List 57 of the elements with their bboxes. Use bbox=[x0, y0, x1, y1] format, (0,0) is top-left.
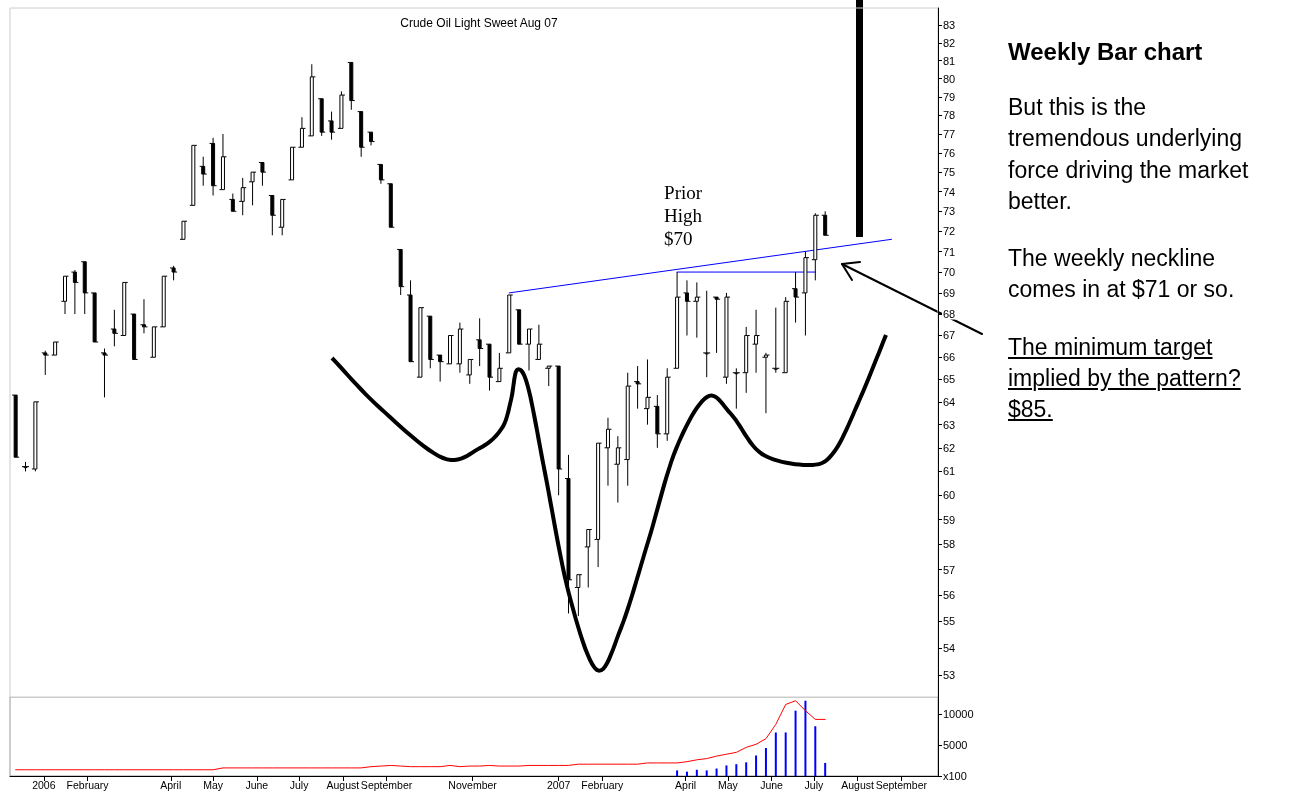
x-tick-label: 2007 bbox=[546, 778, 571, 791]
x-tick-label: September bbox=[360, 778, 413, 791]
y-tick-label: 63 bbox=[943, 418, 956, 431]
x-tick-label: April bbox=[160, 778, 182, 791]
text: Crude Oil Light Sweet Aug 07 bbox=[400, 16, 559, 30]
y-tick-label: 58 bbox=[943, 538, 956, 551]
y-tick-label: 53 bbox=[943, 668, 956, 681]
y-tick-label: 56 bbox=[943, 589, 956, 602]
text: The weekly neckline comes in at $71 or so. bbox=[1008, 244, 1236, 305]
y-tick-label: 61 bbox=[943, 465, 956, 478]
y-tick-label: 71 bbox=[943, 245, 956, 258]
y-tick-label: 68 bbox=[943, 308, 956, 321]
y-tick-label: 66 bbox=[943, 351, 956, 364]
y-tick-label: 72 bbox=[943, 225, 956, 238]
y-tick-label: 81 bbox=[943, 54, 956, 67]
x-tick-label: September bbox=[875, 778, 928, 791]
y-tick-label: 73 bbox=[943, 205, 956, 218]
x-tick-label: July bbox=[804, 778, 824, 791]
x-tick-label: 2006 bbox=[32, 778, 56, 791]
x-tick-label: June bbox=[760, 778, 784, 791]
y-tick-label: 5000 bbox=[943, 738, 968, 751]
y-tick-label: 69 bbox=[943, 286, 956, 299]
y-tick-label: 64 bbox=[943, 395, 956, 408]
y-tick-label: 67 bbox=[943, 329, 956, 342]
x-tick-label: July bbox=[289, 778, 310, 791]
y-tick-label: 82 bbox=[943, 36, 956, 49]
y-tick-label: 79 bbox=[943, 90, 956, 103]
y-tick-label: 74 bbox=[943, 185, 956, 198]
x-tick-label: November bbox=[448, 778, 498, 791]
y-tick-label: 65 bbox=[943, 373, 956, 386]
x-tick-label: August bbox=[841, 778, 875, 791]
y-tick-label: 57 bbox=[943, 563, 956, 576]
y-tick-label: 80 bbox=[943, 72, 956, 85]
y-tick-label: 60 bbox=[943, 489, 956, 502]
y-tick-label: 10000 bbox=[943, 707, 974, 720]
annotation: Prior High $70 bbox=[664, 182, 703, 250]
text: Weekly Bar chart bbox=[1008, 38, 1204, 66]
x-tick-label: August bbox=[326, 778, 360, 791]
x-tick-label: June bbox=[245, 778, 269, 791]
x-tick-label: May bbox=[717, 778, 739, 791]
text: The minimum target implied by the pattern? $85. bbox=[1008, 332, 1242, 425]
x-tick-label: February bbox=[66, 778, 110, 791]
text: But this is the tremendous underlying force driving the market better. bbox=[1008, 93, 1250, 216]
y-tick-label: 78 bbox=[943, 109, 956, 122]
x-tick-label: May bbox=[203, 778, 224, 791]
y-tick-label: 55 bbox=[943, 615, 956, 628]
x-tick-label: April bbox=[675, 778, 697, 791]
y-tick-label: 59 bbox=[943, 513, 956, 526]
y-tick-label: 83 bbox=[943, 19, 956, 32]
y-tick-label: 75 bbox=[943, 166, 956, 179]
y-tick-label: 54 bbox=[943, 641, 956, 654]
y-tick-label: 62 bbox=[943, 441, 956, 454]
y-tick-label: 76 bbox=[943, 146, 956, 159]
x-tick-label: February bbox=[581, 778, 625, 791]
y-tick-label: 70 bbox=[943, 266, 956, 279]
y-tick-label: x100 bbox=[943, 770, 967, 782]
y-tick-label: 77 bbox=[943, 128, 956, 141]
